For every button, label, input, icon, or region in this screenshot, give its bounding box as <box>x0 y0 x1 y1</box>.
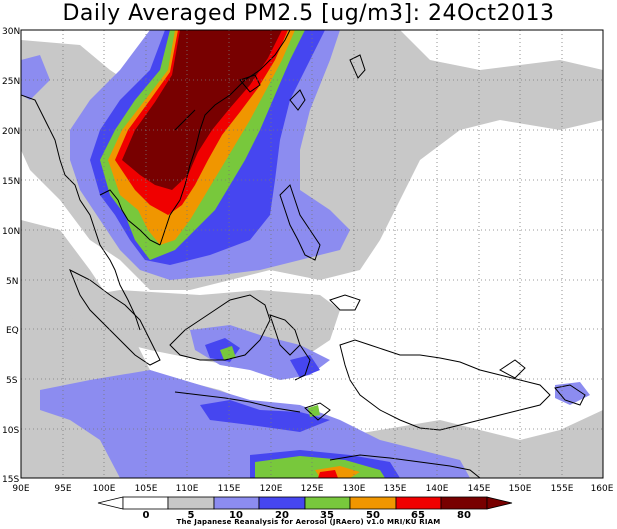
lon-label: 145E <box>468 484 491 494</box>
colorbar-cell <box>486 496 513 510</box>
lat-label: 15N <box>2 177 20 187</box>
colorbar-cell <box>213 496 260 510</box>
colorbar-labels: 0 5 10 20 35 50 65 80 <box>143 510 471 521</box>
lon-label: 130E <box>343 484 366 494</box>
plot-frame <box>20 29 604 479</box>
lon-label: 135E <box>384 484 407 494</box>
lat-label: 5S <box>6 376 18 386</box>
lon-label: 120E <box>260 484 283 494</box>
lon-axis: 90E 95E 100E 105E 110E 115E 120E 125E 13… <box>12 484 613 494</box>
colorbar-cell <box>395 496 442 510</box>
lat-label: 5N <box>6 277 18 287</box>
lon-label: 150E <box>509 484 532 494</box>
lat-label: 30N <box>2 27 20 37</box>
lat-label: EQ <box>6 326 19 336</box>
darkred-main <box>122 30 282 190</box>
lon-label: 115E <box>218 484 241 494</box>
colorbar-label: 0 <box>143 510 150 521</box>
lat-label: 25N <box>2 77 20 87</box>
colorbar-label: 50 <box>366 510 380 521</box>
colorbar-label: 65 <box>411 510 425 521</box>
colorbar <box>97 496 513 510</box>
lon-label: 95E <box>54 484 71 494</box>
red-south <box>318 470 338 478</box>
colorbar-cell <box>97 496 124 510</box>
lon-label: 105E <box>135 484 158 494</box>
lat-label: 10S <box>2 426 19 436</box>
coastlines <box>21 30 586 478</box>
colorbar-label: 10 <box>229 510 243 521</box>
map-title: Daily Averaged PM2.5 [ug/m3]: 24Oct2013 <box>62 1 555 26</box>
lon-label: 110E <box>176 484 199 494</box>
lon-label: 90E <box>12 484 29 494</box>
colorbar-label: 35 <box>320 510 334 521</box>
grid-lines <box>21 30 603 478</box>
colorbar-cell <box>167 496 215 510</box>
colorbar-label: 80 <box>457 510 471 521</box>
blue-south-c <box>200 400 330 432</box>
colorbar-label: 20 <box>275 510 289 521</box>
colorbar-cell <box>122 496 169 510</box>
colorbar-cell <box>258 496 306 510</box>
colorbar-cell <box>440 496 488 510</box>
haze-northeast <box>470 70 560 120</box>
blue-south-b <box>290 355 320 378</box>
lat-axis: 30N 25N 20N 15N 10N 5N EQ 5S 10S 15S <box>2 27 20 485</box>
lat-label: 10N <box>2 227 20 237</box>
colorbar-label: 5 <box>188 510 195 521</box>
green-spot-a <box>220 346 236 360</box>
lat-label: 15S <box>2 475 19 485</box>
pm25-field <box>21 30 603 478</box>
lat-label: 20N <box>2 127 20 137</box>
colorbar-cell <box>304 496 351 510</box>
lightblue-plume <box>21 55 50 100</box>
lon-label: 160E <box>591 484 614 494</box>
lon-label: 140E <box>426 484 449 494</box>
lon-label: 125E <box>301 484 324 494</box>
lon-label: 155E <box>551 484 574 494</box>
credit-text: The Japanese Reanalysis for Aerosol (JRA… <box>176 518 441 526</box>
colorbar-cell <box>349 496 397 510</box>
lon-label: 100E <box>93 484 116 494</box>
